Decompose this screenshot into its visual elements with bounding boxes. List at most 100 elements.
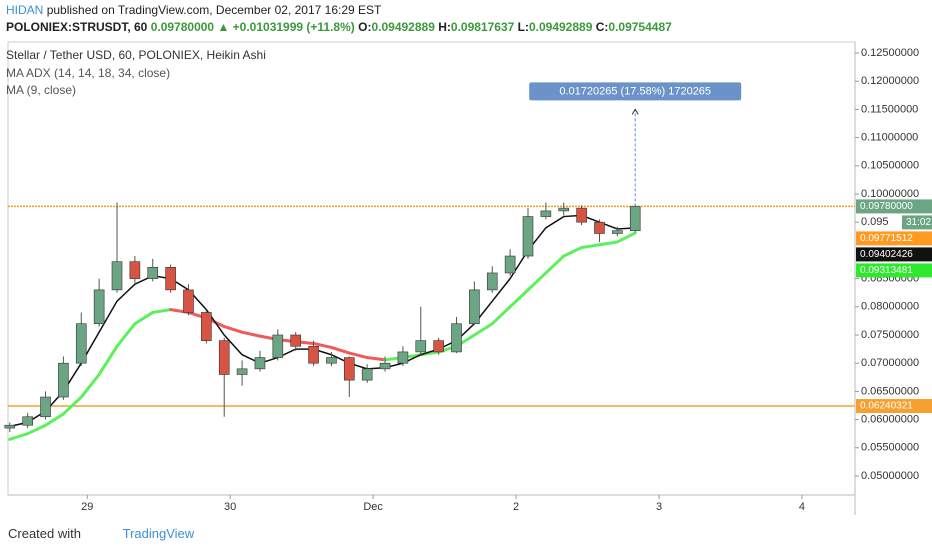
x-tick-label: 3 — [656, 501, 662, 513]
ma-adx-segment — [8, 432, 30, 441]
candle-body — [111, 261, 123, 291]
ma-adx-segment — [133, 310, 155, 326]
candle-body — [576, 207, 587, 223]
x-tick-label: 2 — [513, 501, 519, 513]
measure-box — [529, 82, 742, 101]
l: 0.09492889 — [528, 20, 593, 34]
ma-adx-segment — [222, 325, 244, 334]
candle-body — [344, 357, 355, 381]
candle-body — [433, 340, 444, 353]
y-tick-label: 0.07500000 — [861, 329, 919, 341]
ma-adx-segment — [312, 341, 333, 349]
candle-body — [326, 357, 337, 364]
y-tick-label: 0.06000000 — [861, 414, 919, 426]
h: 0.09817637 — [450, 20, 515, 34]
legend-ma-adx: MA ADX (14, 14, 18, 34, close) — [6, 66, 171, 80]
y-tick-label: 0.11500000 — [861, 103, 918, 115]
candle-body — [558, 207, 570, 212]
y-tick-label: 0.07000000 — [861, 357, 919, 369]
ma-adx-segment — [580, 243, 601, 250]
ma-adx-segment — [544, 254, 566, 275]
candle-body — [504, 255, 516, 274]
x-tick-label: 29 — [81, 501, 93, 513]
y-tick-label: 0.12500000 — [861, 47, 919, 59]
candle-body — [415, 340, 427, 353]
candle-body — [129, 261, 141, 279]
candle-body — [629, 206, 641, 231]
price-label-box — [902, 215, 932, 230]
y-tick-label: 0.06500000 — [861, 385, 919, 397]
ma-adx-segment — [472, 322, 494, 337]
candle-body — [451, 323, 462, 353]
last: 0.09780000 — [150, 20, 215, 34]
ma-adx-segment — [347, 351, 369, 360]
l-label: L: — [517, 20, 529, 34]
legend-ma: MA (9, close) — [6, 83, 77, 97]
price-label: 0.09771512 — [860, 233, 913, 244]
ma-adx-segment — [329, 345, 351, 355]
y-tick-label: 0.11000000 — [861, 132, 918, 144]
y-tick-label: 0.10000000 — [861, 188, 919, 200]
candle-body — [397, 351, 409, 364]
x-tick-label: 4 — [799, 501, 805, 513]
price-label-box — [856, 399, 932, 414]
ma-adx-segment — [79, 372, 101, 399]
price-label: 0.09780000 — [860, 201, 913, 212]
candle-body — [272, 334, 284, 358]
publish-line: HIDAN published on TradingView.com, Dece… — [6, 3, 381, 17]
price-label: 0.09402426 — [860, 249, 913, 260]
ma-adx-segment — [562, 246, 584, 258]
candle-body — [93, 289, 105, 325]
candle-body — [201, 312, 212, 341]
ma-adx-segment — [151, 308, 173, 314]
candle-body — [165, 267, 176, 291]
ma-adx-segment — [615, 231, 637, 244]
y-tick-label: 0.095 — [861, 216, 889, 228]
price-label: 0.09313481 — [860, 265, 913, 276]
price-label-box — [856, 247, 932, 262]
candle-body — [147, 267, 159, 279]
candle-body — [522, 216, 534, 257]
x-tick-label: 30 — [224, 501, 236, 513]
candle-body — [308, 345, 319, 364]
y-tick-label: 0.05000000 — [861, 470, 919, 482]
ma-adx-segment — [526, 271, 548, 292]
measure-arrowhead — [631, 108, 639, 115]
y-tick-label: 0.08000000 — [861, 301, 919, 313]
chart-title: Stellar / Tether USD, 60, POLONIEX, Heik… — [6, 48, 266, 62]
measure-label: 0.01720265 (17.58%) 1720265 — [559, 85, 711, 97]
created: Created with — [8, 526, 81, 541]
price-label-box — [856, 263, 932, 278]
ma-adx-segment — [44, 412, 65, 427]
price-label-box — [856, 231, 932, 246]
published: published on TradingView.com, December 0… — [46, 3, 382, 17]
candle-body — [540, 210, 552, 217]
candle-body — [290, 334, 301, 347]
brand[interactable]: TradingView — [122, 526, 195, 541]
price-label: 31:02 — [906, 217, 931, 228]
y-tick-label: 0.12000000 — [861, 75, 919, 87]
o-label: O: — [358, 20, 372, 34]
ma-adx-segment — [597, 240, 619, 247]
c-label: C: — [595, 20, 609, 34]
ma-adx-segment — [115, 322, 137, 348]
x-tick-label: Dec — [363, 501, 383, 513]
ma-adx-segment — [490, 305, 512, 326]
candle-body — [75, 323, 87, 364]
candle-body — [594, 221, 605, 234]
y-tick-label: 0.10500000 — [861, 160, 919, 172]
candle-body — [4, 424, 16, 429]
ma-adx-segment — [365, 356, 387, 362]
author[interactable]: HIDAN — [6, 3, 44, 17]
candle-body — [183, 289, 194, 313]
candle-body — [58, 362, 69, 398]
candle-body — [486, 272, 498, 291]
ma-adx-segment — [26, 423, 48, 436]
footer: Created with TradingView — [8, 526, 194, 541]
candle-body — [22, 416, 33, 426]
ma-adx-segment — [508, 288, 530, 309]
candle-body — [612, 230, 623, 234]
ma-adx-segment — [97, 344, 119, 376]
